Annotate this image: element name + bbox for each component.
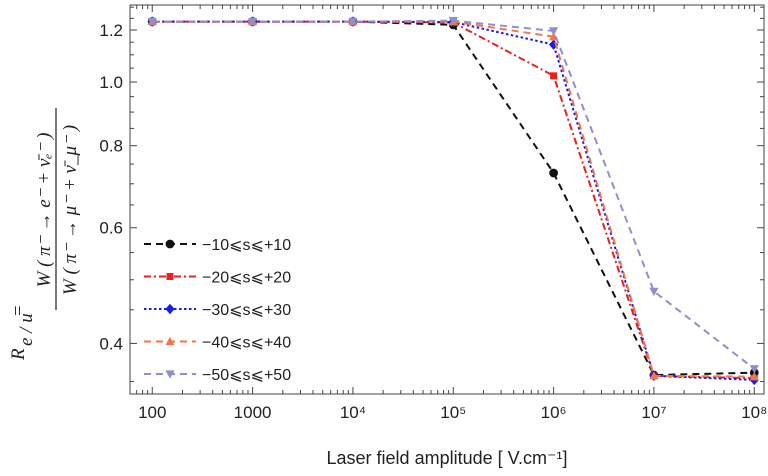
series-line — [152, 20, 755, 377]
y-tick-label: 1.0 — [99, 73, 123, 92]
series-point — [549, 27, 559, 36]
y-tick-label: 1.2 — [99, 21, 123, 40]
legend-swatch-marker — [165, 370, 175, 379]
legend-item: −40⩽s⩽+40 — [144, 335, 291, 352]
legend: −10⩽s⩽+10 −20⩽s⩽+20 −30⩽s⩽+30 −40⩽s⩽+40 −50⩽… — [144, 237, 291, 384]
x-tick-label: 10⁸ — [741, 403, 767, 422]
x-tick-label: 10⁷ — [641, 403, 666, 422]
x-axis: 100 1000 10⁴ 10⁵ 10⁶ 10⁷ 10⁸ — [129, 5, 767, 422]
x-tick-label: 10⁶ — [541, 403, 567, 422]
legend-label: −30⩽s⩽+30 — [202, 302, 291, 319]
x-tick-label: 100 — [138, 403, 166, 422]
legend-swatch-marker — [165, 303, 175, 315]
y-axis-label: R e / u = W ( π⁻ → e⁻ + ν̄ₑ⁻ ) W ( π⁻ → … — [8, 108, 81, 361]
legend-item: −50⩽s⩽+50 — [144, 367, 291, 384]
y-tick-label: 0.8 — [99, 137, 123, 156]
y-label-lhs-sub: e / u — [16, 313, 37, 346]
series-1 — [147, 17, 759, 380]
series-4 — [147, 16, 759, 381]
series-point — [749, 372, 759, 381]
legend-swatch-marker — [165, 239, 175, 249]
legend-label: −10⩽s⩽+10 — [202, 237, 291, 254]
y-label-lhs: R — [8, 348, 29, 361]
series-point — [147, 17, 157, 27]
series-line — [152, 20, 755, 381]
series-3 — [147, 16, 759, 386]
legend-item: −20⩽s⩽+20 — [144, 270, 291, 287]
series-line — [152, 20, 755, 378]
series-point — [549, 168, 559, 178]
legend-label: −20⩽s⩽+20 — [202, 270, 291, 287]
series-point — [348, 17, 358, 27]
legend-swatch-marker — [165, 336, 175, 346]
series-layer — [147, 16, 759, 386]
series-point — [649, 287, 659, 297]
series-line — [152, 20, 755, 380]
series-point — [550, 72, 558, 80]
y-axis: 0.4 0.6 0.8 1.0 1.2 — [99, 6, 764, 383]
x-tick-label: 1000 — [234, 403, 272, 422]
y-label-numerator: W ( π⁻ → e⁻ + ν̄ₑ⁻ ) — [34, 132, 55, 287]
legend-item: −30⩽s⩽+30 — [144, 302, 291, 319]
series-point — [549, 39, 559, 50]
plot-frame — [129, 4, 765, 395]
legend-item: −10⩽s⩽+10 — [144, 237, 291, 254]
legend-swatch-marker — [166, 273, 174, 280]
y-label-denominator: W ( π⁻ → μ⁻ + ν̄_μ⁻ ) — [60, 125, 81, 295]
x-tick-label: 10⁴ — [340, 403, 366, 422]
x-axis-label: Laser field amplitude [ V.cm⁻¹] — [327, 448, 568, 468]
series-point — [247, 17, 258, 27]
y-tick-label: 0.6 — [99, 219, 123, 238]
series-point — [649, 371, 659, 380]
x-tick-label: 10⁵ — [440, 403, 466, 422]
legend-label: −40⩽s⩽+40 — [202, 335, 291, 352]
series-2 — [148, 18, 758, 382]
y-tick-label: 0.4 — [99, 334, 123, 353]
y-label-equals: = — [8, 305, 29, 316]
series-point — [749, 365, 759, 374]
legend-label: −50⩽s⩽+50 — [202, 367, 291, 384]
series-5 — [147, 16, 759, 374]
series-point — [448, 16, 458, 26]
